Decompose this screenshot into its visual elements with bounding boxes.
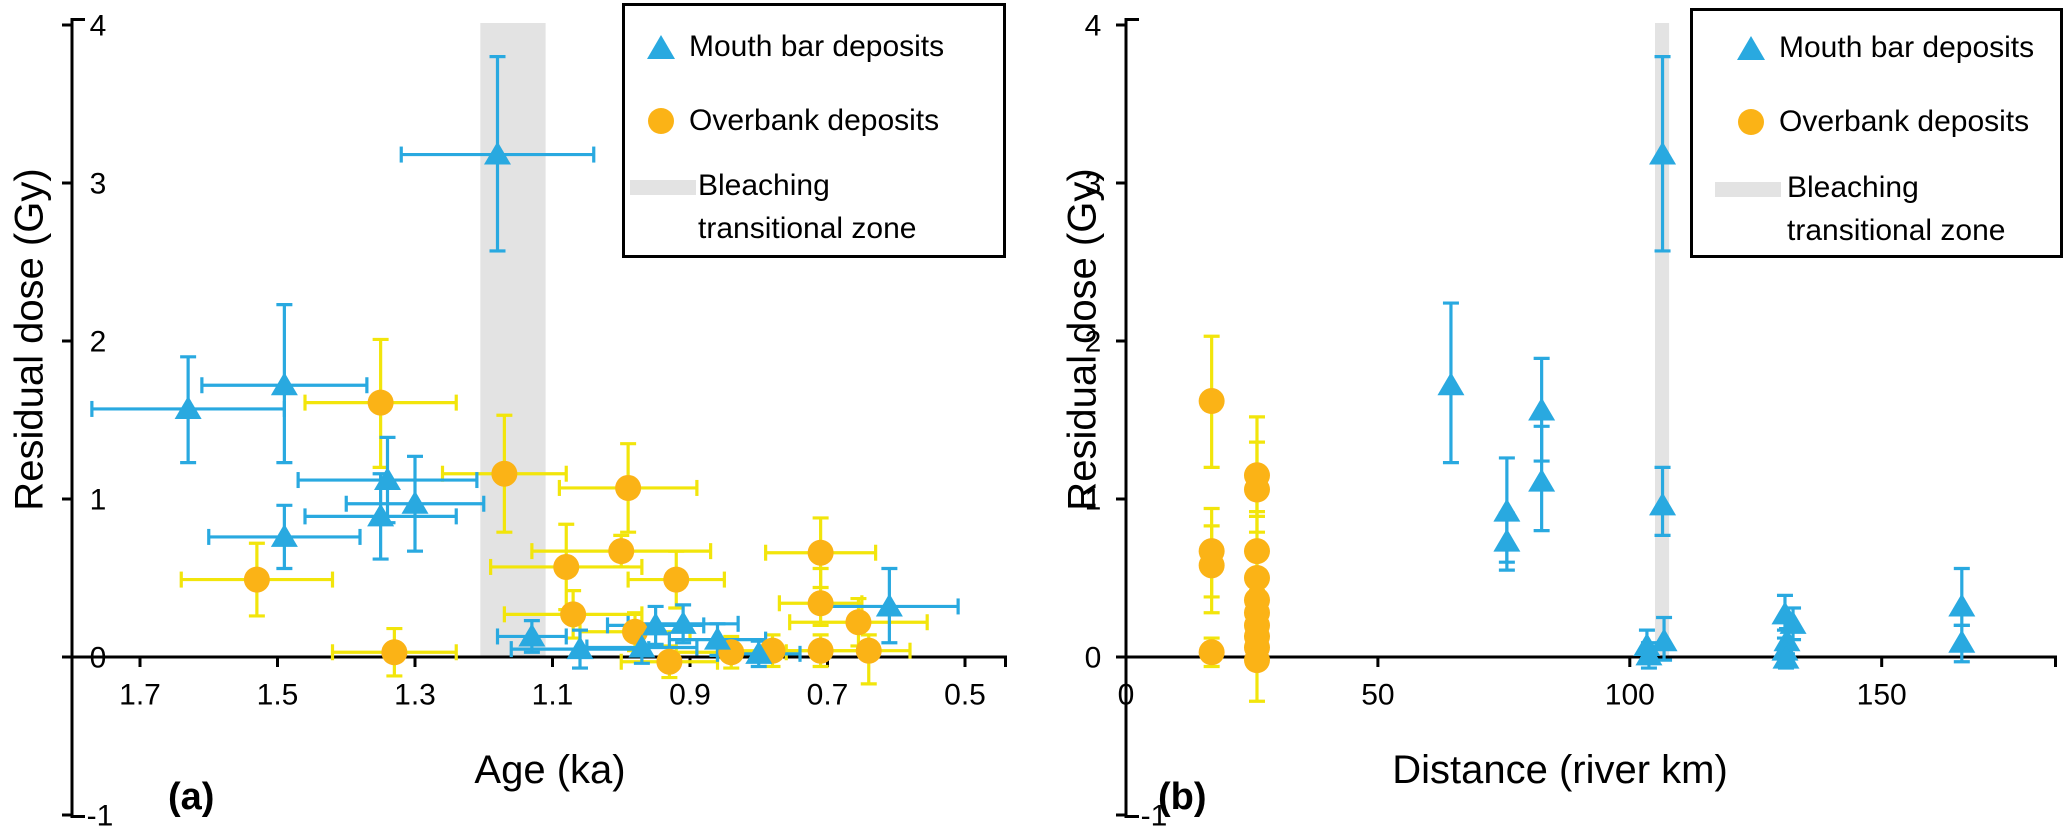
overbank-point: [807, 539, 834, 566]
y-axis-title-b: Residual dose (Gy): [1060, 168, 1105, 511]
mouth-bar-point: [1948, 593, 1976, 617]
overbank-point: [1198, 388, 1225, 415]
overbank-point: [845, 609, 872, 636]
overbank-point: [243, 566, 270, 593]
x-tick-label: 150: [1857, 679, 1907, 712]
mouth-bar-point: [518, 623, 546, 647]
mouth-bar-point: [1633, 632, 1661, 656]
y-tick-label: 2: [1085, 326, 1102, 359]
mouth-bar-legend-icon: [1731, 35, 1771, 60]
mouth-bar-point: [1649, 492, 1677, 516]
y-tick-label: 4: [1085, 10, 1102, 43]
bleaching-zone-legend-icon: [1715, 182, 1781, 197]
x-tick-label: 0.7: [807, 679, 849, 712]
legend-label-bleaching: Bleaching transitional zone: [698, 169, 917, 245]
legend-label-overbank: Overbank deposits: [689, 104, 940, 137]
overbank-point: [1198, 639, 1225, 666]
mouth-bar-point: [401, 490, 429, 514]
overbank-legend-icon: [1731, 108, 1771, 135]
mouth-bar-point: [367, 503, 395, 527]
overbank-point: [807, 590, 834, 617]
overbank-point: [1243, 565, 1270, 591]
overbank-point: [1243, 476, 1270, 503]
mouth-bar-point: [484, 141, 511, 165]
x-axis-title-a: Age (ka): [474, 748, 626, 792]
y-tick-label: 2: [90, 326, 107, 359]
legend-b: Mouth bar deposits Overbank deposits Ble…: [1690, 8, 2063, 258]
mouth-bar-point: [374, 467, 401, 491]
mouth-bar-point: [1528, 397, 1556, 421]
mouth-bar-point: [1948, 629, 1976, 653]
y-tick-label: 3: [90, 168, 107, 201]
overbank-point: [560, 601, 587, 628]
y-axis-title-a: Residual dose (Gy): [7, 168, 52, 511]
overbank-point: [663, 566, 690, 593]
x-tick-label: 1.3: [394, 679, 436, 712]
overbank-point: [367, 389, 394, 416]
y-tick-label: 0: [1085, 642, 1102, 675]
legend-label-bleaching: Bleaching transitional zone: [1787, 171, 2006, 247]
mouth-bar-point: [628, 634, 656, 658]
mouth-bar-point: [875, 593, 903, 617]
mouth-bar-point: [745, 640, 773, 664]
mouth-bar-point: [704, 626, 731, 650]
x-tick-label: 1.7: [119, 679, 161, 712]
mouth-bar-point: [1493, 528, 1521, 552]
y-tick-label: 1: [90, 484, 107, 517]
panel-label-b: (b): [1158, 776, 1207, 818]
overbank-point: [615, 474, 642, 501]
overbank-point: [491, 460, 518, 487]
mouth-bar-legend-icon: [641, 34, 681, 59]
mouth-bar-point: [270, 523, 298, 547]
y-tick-label: 3: [1085, 168, 1102, 201]
mouth-bar-point: [1493, 498, 1521, 522]
x-tick-label: 50: [1361, 679, 1394, 712]
legend-label-mouth-bar: Mouth bar deposits: [689, 30, 945, 63]
overbank-point: [1198, 552, 1225, 579]
x-tick-label: 1.5: [257, 679, 299, 712]
mouth-bar-point: [1772, 645, 1800, 669]
overbank-point: [553, 553, 580, 580]
y-tick-label: -1: [1141, 800, 1168, 827]
x-tick-label: 0: [1118, 679, 1135, 712]
y-tick-label: -1: [87, 800, 114, 827]
x-tick-label: 0.5: [944, 679, 986, 712]
mouth-bar-point: [642, 612, 670, 636]
legend-a: Mouth bar deposits Overbank deposits Ble…: [622, 3, 1006, 258]
mouth-bar-point: [1773, 628, 1801, 652]
bleaching-zone-legend-icon: [630, 180, 696, 195]
overbank-point: [807, 637, 834, 664]
mouth-bar-point: [1437, 372, 1465, 396]
legend-label-mouth-bar: Mouth bar deposits: [1779, 31, 2035, 64]
overbank-point: [656, 648, 683, 675]
overbank-point: [1243, 647, 1270, 674]
y-tick-label: 1: [1085, 484, 1102, 517]
x-tick-label: 1.1: [532, 679, 574, 712]
overbank-point: [1243, 538, 1270, 565]
overbank-legend-icon: [641, 107, 681, 134]
mouth-bar-point: [1779, 610, 1807, 634]
mouth-bar-point: [174, 395, 202, 419]
overbank-point: [855, 637, 882, 664]
mouth-bar-point: [1528, 468, 1556, 492]
panel-label-a: (a): [168, 776, 215, 818]
mouth-bar-point: [270, 372, 298, 396]
mouth-bar-point: [669, 610, 697, 634]
y-tick-label: 4: [90, 10, 107, 43]
overbank-point: [381, 639, 408, 666]
mouth-bar-point: [1635, 642, 1663, 666]
x-tick-label: 0.9: [669, 679, 711, 712]
overbank-point: [608, 538, 635, 565]
mouth-bar-point: [566, 636, 594, 660]
legend-label-overbank: Overbank deposits: [1779, 105, 2030, 138]
x-axis-title-b: Distance (river km): [1392, 748, 1728, 792]
x-tick-label: 100: [1605, 679, 1655, 712]
mouth-bar-point: [1649, 141, 1677, 165]
mouth-bar-point: [1650, 628, 1678, 652]
